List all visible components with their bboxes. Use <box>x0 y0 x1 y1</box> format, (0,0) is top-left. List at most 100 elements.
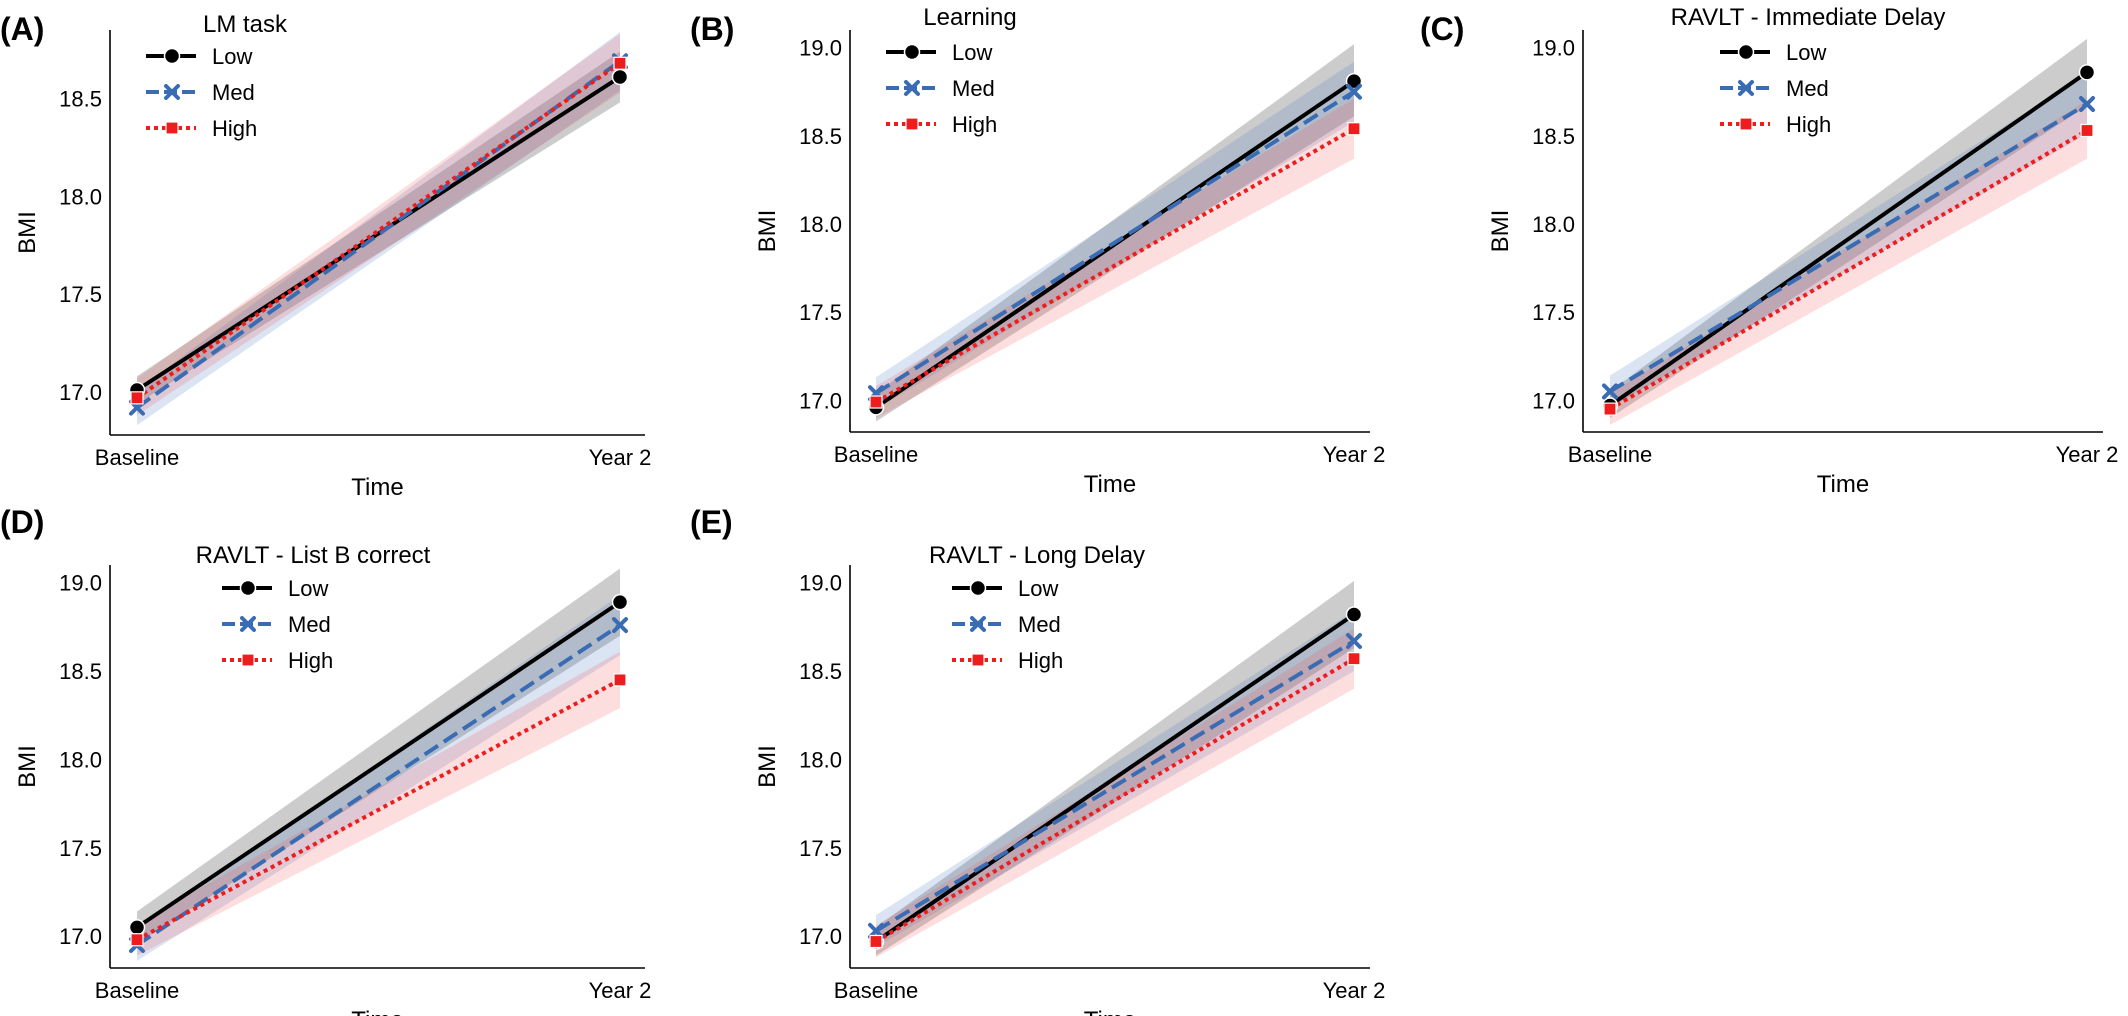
legend-marker-low <box>163 47 181 65</box>
y-tick-label: 18.5 <box>799 124 842 149</box>
legend-label-high: High <box>288 648 333 673</box>
ci-band-high <box>137 651 620 956</box>
y-tick-label: 17.5 <box>59 282 102 307</box>
x-axis-label: Time <box>1084 471 1136 498</box>
y-tick-label: 17.5 <box>1532 300 1575 325</box>
panel-letter: (D) <box>0 504 44 540</box>
y-tick-label: 17.5 <box>59 836 102 861</box>
legend-label-low: Low <box>288 576 328 601</box>
legend-marker-med <box>1738 80 1754 96</box>
legend-label-low: Low <box>1018 576 1058 601</box>
y-tick-label: 18.0 <box>59 184 102 209</box>
chart-panel-e: (E) RAVLT - Long Delay 17.0 17.5 18.0 18.5 19.… <box>690 504 1385 1016</box>
series-line-low <box>135 600 622 930</box>
panel-letter: (B) <box>690 11 734 47</box>
legend-marker-med <box>164 84 180 100</box>
ci-band-med <box>137 595 620 961</box>
y-tick-label: 18.0 <box>59 747 102 772</box>
data-point-high-year-2 <box>1347 652 1361 666</box>
panel-title: RAVLT - Long Delay <box>929 542 1145 569</box>
ci-band-med <box>137 31 620 426</box>
legend-label-med: Med <box>1786 76 1829 101</box>
data-point-low-year-2 <box>611 68 629 86</box>
y-axis-label: BMI <box>1487 210 1514 253</box>
x-tick-label: Year 2 <box>589 445 652 470</box>
panel-title: RAVLT - Immediate Delay <box>1671 4 1946 31</box>
x-axis-label: Time <box>351 1007 403 1016</box>
chart-panel-d: (D) RAVLT - List B correct 17.0 17.5 18.0 18.… <box>0 504 651 1016</box>
legend-label-med: Med <box>952 76 995 101</box>
data-point-high-year-2 <box>1347 122 1361 136</box>
y-tick-label: 18.0 <box>1532 212 1575 237</box>
legend-marker-med <box>240 616 256 632</box>
legend-label-med: Med <box>288 612 331 637</box>
ci-band-low <box>137 568 620 944</box>
ci-band-high <box>137 33 620 416</box>
ci-band-med <box>876 61 1354 410</box>
legend-label-high: High <box>952 112 997 137</box>
data-point-low-year-2 <box>611 593 629 611</box>
y-tick-label: 17.0 <box>1532 388 1575 413</box>
legend-marker-med <box>904 80 920 96</box>
x-axis-label: Time <box>1817 471 1869 498</box>
y-axis-label: BMI <box>754 745 781 788</box>
y-tick-label: 17.0 <box>799 924 842 949</box>
y-tick-label: 18.0 <box>799 747 842 772</box>
data-point-high-year-2 <box>613 56 627 70</box>
y-tick-label: 17.0 <box>59 380 102 405</box>
data-point-high-baseline <box>869 934 883 949</box>
y-axis-label: BMI <box>754 210 781 253</box>
legend-marker-high <box>165 121 179 135</box>
data-point-high-baseline <box>1603 402 1617 416</box>
legend: Low Med High <box>886 40 997 137</box>
legend-label-med: Med <box>1018 612 1061 637</box>
x-tick-label: Year 2 <box>589 978 652 1003</box>
series-line-low <box>1608 70 2089 408</box>
y-axis-label: BMI <box>14 211 41 254</box>
legend: Low Med High <box>146 44 257 141</box>
data-point-high-year-2 <box>2080 123 2094 138</box>
legend-label-med: Med <box>212 80 255 105</box>
data-point-low-year-2 <box>2078 64 2096 81</box>
legend-marker-low <box>239 579 257 597</box>
panel-letter: (C) <box>1420 11 1464 47</box>
y-axis-label: BMI <box>14 745 41 788</box>
series-line-low <box>874 612 1356 944</box>
data-point-high-year-2 <box>613 673 627 687</box>
x-axis-label: Time <box>351 474 403 501</box>
series-line-med <box>874 639 1356 933</box>
legend-label-high: High <box>1786 112 1831 137</box>
series-line-high <box>135 61 622 400</box>
legend-marker-high <box>971 653 985 667</box>
data-point-med-baseline <box>868 922 884 939</box>
chart-panel-c: (C) RAVLT - Immediate Delay 17.0 17.5 18.0 18… <box>1420 4 2118 498</box>
legend-marker-med <box>970 616 986 632</box>
legend-marker-low <box>1737 43 1755 61</box>
y-tick-label: 18.5 <box>59 659 102 684</box>
x-tick-label: Year 2 <box>1323 442 1386 467</box>
legend-label-low: Low <box>952 40 992 65</box>
series-line-med <box>874 90 1356 395</box>
y-tick-label: 17.5 <box>799 836 842 861</box>
data-point-med-year-2 <box>2079 96 2095 113</box>
chart-panel-a: (A) LM task 17.0 17.5 18.0 18.5 Baseline Year 2… <box>0 11 651 501</box>
x-tick-label: Year 2 <box>2056 442 2119 467</box>
legend-marker-high <box>241 653 255 667</box>
y-tick-label: 17.0 <box>799 388 842 413</box>
y-tick-label: 19.0 <box>799 571 842 596</box>
x-axis-label: Time <box>1084 1007 1136 1016</box>
x-tick-label: Baseline <box>1568 442 1652 467</box>
y-tick-label: 17.5 <box>799 300 842 325</box>
data-point-low-year-2 <box>1345 606 1363 623</box>
ci-band-high <box>876 628 1354 958</box>
series-line-med <box>1608 102 2089 394</box>
series-line-low <box>135 75 622 392</box>
legend-marker-low <box>969 579 987 597</box>
series-line-high <box>136 678 621 942</box>
legend-label-low: Low <box>1786 40 1826 65</box>
data-point-med-year-2 <box>1346 633 1362 650</box>
legend: Low Med High <box>952 576 1063 673</box>
y-tick-label: 18.5 <box>799 659 842 684</box>
chart-panel-b: (B) Learning 17.0 17.5 18.0 18.5 19.0 Baseline Y… <box>690 4 1385 498</box>
